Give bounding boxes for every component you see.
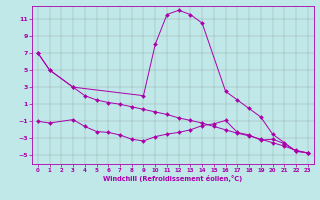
X-axis label: Windchill (Refroidissement éolien,°C): Windchill (Refroidissement éolien,°C)	[103, 175, 243, 182]
